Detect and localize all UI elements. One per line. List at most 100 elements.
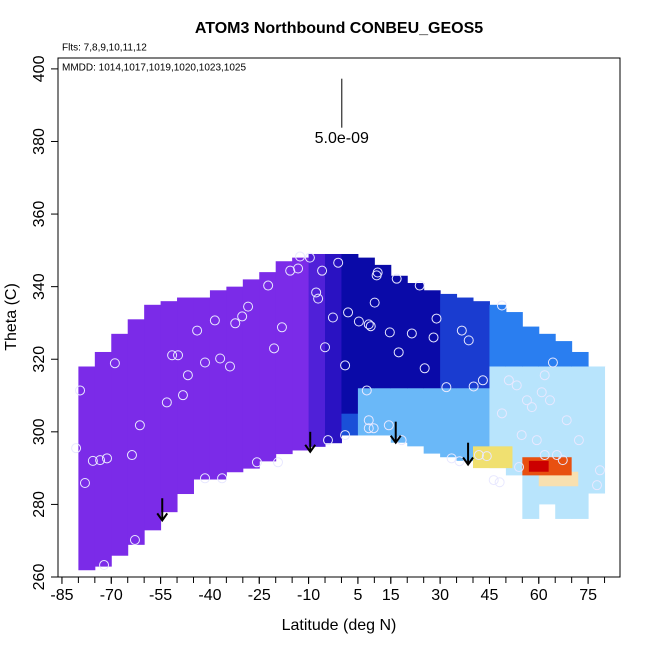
- observation-point: [363, 319, 374, 330]
- field-column-lower: [390, 388, 408, 443]
- field-column-lower: [522, 366, 540, 519]
- y-tick-label: 360: [31, 201, 48, 228]
- y-tick-label: 300: [31, 418, 48, 445]
- observation-point: [496, 300, 507, 311]
- observation-point: [340, 430, 351, 441]
- observation-point: [419, 363, 430, 374]
- observation-point: [521, 395, 532, 406]
- observation-point: [340, 360, 351, 371]
- observation-point: [276, 322, 287, 333]
- x-tick-label: 75: [579, 587, 597, 604]
- observation-point: [126, 450, 137, 461]
- x-tick-label: 45: [481, 587, 499, 604]
- observation-point: [311, 287, 322, 298]
- field-column-lower: [341, 413, 359, 436]
- observation-point: [516, 430, 527, 441]
- observation-point: [393, 347, 404, 358]
- dates-label: MMDD: 1014,1017,1019,1020,1023,1025: [62, 63, 246, 74]
- observation-point: [320, 342, 331, 353]
- observation-point: [327, 312, 338, 323]
- arrow-head: [389, 435, 402, 445]
- observation-point: [285, 265, 296, 276]
- x-tick-label: -85: [50, 587, 73, 604]
- observation-point: [503, 375, 514, 386]
- observation-point: [463, 335, 474, 346]
- observation-point: [217, 473, 228, 484]
- field-column-lower: [588, 366, 606, 494]
- observation-point: [363, 423, 374, 434]
- observation-point: [544, 395, 555, 406]
- observation-point: [293, 263, 304, 274]
- observation-point: [369, 297, 380, 308]
- observation-point: [511, 380, 522, 391]
- field-column-lower: [571, 366, 589, 519]
- observation-point: [363, 415, 374, 426]
- observation-point: [591, 480, 602, 491]
- field-column: [555, 341, 573, 367]
- field-column-lower: [555, 366, 573, 519]
- field-column-lower: [407, 388, 425, 447]
- field-column: [505, 312, 523, 367]
- field-column: [275, 261, 293, 455]
- observation-point: [456, 325, 467, 336]
- field-column-lower: [456, 388, 474, 461]
- x-tick-label: -40: [198, 587, 221, 604]
- observation-point: [539, 370, 550, 381]
- observation-point: [526, 402, 537, 413]
- field-column-lower: [374, 388, 392, 436]
- field-column: [111, 333, 129, 556]
- field-column: [308, 253, 326, 447]
- observation-point: [561, 415, 572, 426]
- observation-point: [263, 280, 274, 291]
- flights-label: Flts: 7,8,9,10,11,12: [62, 43, 147, 54]
- arrow-head: [156, 512, 169, 523]
- observation-point: [414, 280, 425, 291]
- observation-point: [322, 435, 333, 446]
- field-column: [538, 333, 556, 367]
- observation-point: [333, 257, 344, 268]
- field-column: [571, 351, 589, 367]
- observation-point: [251, 457, 262, 468]
- observation-point: [269, 343, 280, 354]
- field-column: [94, 351, 112, 567]
- observation-point: [79, 477, 90, 488]
- observation-point: [95, 455, 106, 466]
- field-patch: [528, 460, 549, 472]
- observation-point: [531, 435, 542, 446]
- observation-point: [129, 534, 140, 545]
- observation-point: [547, 357, 558, 368]
- observation-point: [441, 382, 452, 393]
- y-tick-label: 380: [31, 128, 48, 155]
- observation-point: [199, 357, 210, 368]
- x-tick-label: -70: [100, 587, 123, 604]
- observation-point: [539, 450, 550, 461]
- x-tick-label: -25: [248, 587, 271, 604]
- field-column: [127, 319, 145, 545]
- observation-point: [161, 397, 172, 408]
- observation-point: [481, 451, 492, 462]
- observation-point: [199, 473, 210, 484]
- observation-point: [209, 315, 220, 326]
- observation-point: [551, 450, 562, 461]
- x-tick-label: 60: [530, 587, 548, 604]
- y-tick-label: 400: [31, 55, 48, 82]
- observation-point: [167, 350, 178, 361]
- observation-point: [473, 450, 484, 461]
- observation-point: [313, 293, 324, 304]
- field-column: [177, 297, 194, 495]
- field-column-lower: [440, 388, 458, 458]
- arrow-head: [462, 456, 474, 467]
- plot-area: 5.0e-09: [71, 78, 606, 571]
- observation-point: [406, 328, 417, 339]
- observation-point: [177, 390, 188, 401]
- observation-point: [87, 455, 98, 466]
- y-tick-label: 280: [31, 491, 48, 518]
- x-tick-label: 5: [353, 587, 362, 604]
- x-tick-label: 30: [431, 587, 449, 604]
- field-column: [242, 279, 260, 469]
- observation-point: [488, 475, 499, 486]
- y-tick-label: 260: [31, 564, 48, 591]
- observation-point: [109, 358, 120, 369]
- field-column: [259, 272, 277, 462]
